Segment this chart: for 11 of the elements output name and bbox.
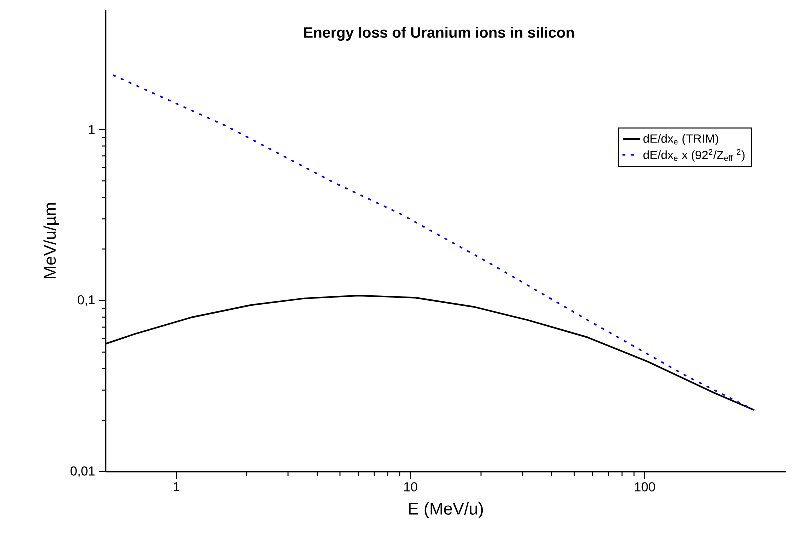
y-axis-title: MeV/u/µm — [44, 203, 60, 278]
y-tick-label: 0,01 — [70, 466, 95, 478]
x-tick-label: 10 — [404, 482, 418, 492]
y-tick-label: 1 — [89, 125, 95, 134]
x-axis-title: E (MeV/u) — [409, 502, 484, 518]
text: Energy loss of Uranium ions in silicon — [304, 27, 574, 42]
legend-label: dE/dx$_{e}$ x (92$^{2}$/Z$_{eff}$ $^{2}$) — [644, 149, 745, 162]
y-tick-label: 0,1 — [78, 295, 95, 306]
x-tick-label: 100 — [635, 482, 656, 492]
legend-label: dE/dx$_{e}$ (TRIM) — [644, 134, 718, 146]
x-tick-label: 1 — [174, 482, 180, 492]
